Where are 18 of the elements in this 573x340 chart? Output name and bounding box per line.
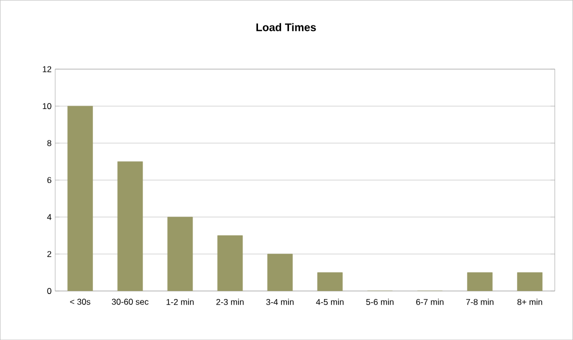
x-tick-label: 30-60 sec [112, 298, 148, 305]
y-tick-label: 0 [47, 288, 52, 294]
x-tick-label: 1-2 min [166, 298, 194, 305]
y-tick-label: 6 [47, 177, 52, 183]
chart-title: Load Times [256, 23, 316, 32]
x-tick-label: 6-7 min [416, 298, 444, 305]
x-tick-label: 3-4 min [266, 298, 294, 305]
x-tick-label: 7-8 min [466, 298, 494, 305]
y-tick-label: 4 [47, 214, 52, 220]
y-tick-label: 10 [42, 103, 52, 110]
y-tick-label: 8 [47, 140, 52, 146]
x-tick-label: 5-6 min [366, 298, 394, 305]
x-tick-label: 8+ min [517, 298, 542, 305]
x-tick-label: 4-5 min [316, 298, 344, 305]
x-tick-label: < 30s [70, 298, 90, 305]
x-tick-label: 2-3 min [216, 298, 244, 305]
y-tick-label: 12 [42, 66, 52, 72]
y-tick-label: 2 [47, 250, 52, 257]
